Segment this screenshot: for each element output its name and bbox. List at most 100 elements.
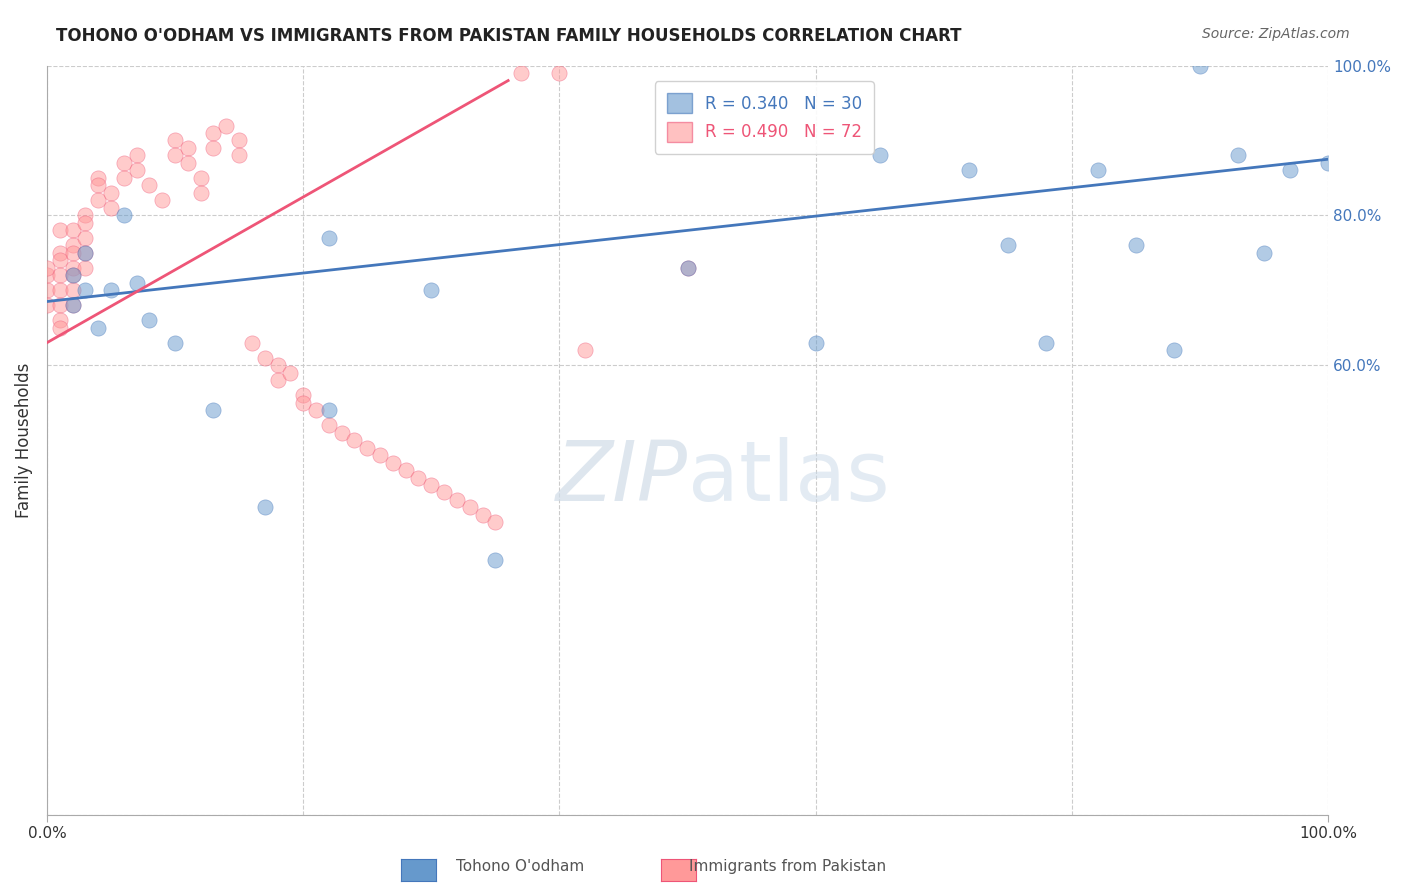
Point <box>446 493 468 508</box>
Point <box>1035 335 1057 350</box>
Point <box>395 463 418 477</box>
Point <box>228 148 250 162</box>
Point <box>100 283 122 297</box>
Point <box>510 66 533 80</box>
Point <box>75 245 97 260</box>
Point <box>48 283 70 297</box>
Point <box>75 208 97 222</box>
Point <box>190 170 212 185</box>
Point <box>62 268 84 283</box>
Point <box>35 268 58 283</box>
Point <box>292 395 315 409</box>
Point <box>138 313 160 327</box>
Point <box>163 335 186 350</box>
Point <box>548 66 571 80</box>
Point <box>125 163 148 178</box>
Point <box>420 283 443 297</box>
Point <box>35 260 58 275</box>
Point <box>215 119 238 133</box>
Point <box>112 170 135 185</box>
Point <box>484 516 506 530</box>
Legend: R = 0.340   N = 30, R = 0.490   N = 72: R = 0.340 N = 30, R = 0.490 N = 72 <box>655 81 873 153</box>
Point <box>343 433 366 447</box>
Point <box>62 223 84 237</box>
Point <box>318 418 340 433</box>
Point <box>318 231 340 245</box>
Point <box>62 298 84 312</box>
Point <box>48 253 70 268</box>
Point <box>62 283 84 297</box>
Point <box>202 141 225 155</box>
Point <box>48 320 70 334</box>
Point <box>75 245 97 260</box>
Point <box>869 148 891 162</box>
Point <box>163 148 186 162</box>
Point <box>112 208 135 222</box>
Point <box>266 373 288 387</box>
Point <box>253 351 276 365</box>
Point <box>62 298 84 312</box>
Point <box>48 313 70 327</box>
Point <box>240 335 263 350</box>
Point <box>190 186 212 200</box>
Text: atlas: atlas <box>688 437 889 518</box>
Point <box>471 508 494 522</box>
Point <box>1163 343 1185 358</box>
Point <box>356 441 378 455</box>
Point <box>433 485 456 500</box>
Text: Source: ZipAtlas.com: Source: ZipAtlas.com <box>1202 27 1350 41</box>
Point <box>75 216 97 230</box>
Y-axis label: Family Households: Family Households <box>15 362 32 517</box>
Point <box>100 186 122 200</box>
Point <box>62 260 84 275</box>
Point <box>87 320 110 334</box>
Point <box>87 194 110 208</box>
Point <box>1087 163 1109 178</box>
Point <box>1317 156 1340 170</box>
Point <box>48 245 70 260</box>
Point <box>62 268 84 283</box>
Point <box>35 283 58 297</box>
Point <box>318 403 340 417</box>
Point <box>202 403 225 417</box>
Point <box>997 238 1019 252</box>
Text: Tohono O'odham: Tohono O'odham <box>456 859 585 874</box>
Point <box>48 223 70 237</box>
Point <box>138 178 160 193</box>
Point <box>75 260 97 275</box>
Point <box>177 156 200 170</box>
Point <box>125 276 148 290</box>
Point <box>381 456 404 470</box>
Point <box>228 134 250 148</box>
Point <box>75 231 97 245</box>
Point <box>253 500 276 515</box>
Point <box>330 425 353 440</box>
Point <box>278 366 301 380</box>
Point <box>305 403 328 417</box>
Point <box>35 298 58 312</box>
Text: Immigrants from Pakistan: Immigrants from Pakistan <box>689 859 886 874</box>
Point <box>87 170 110 185</box>
Point <box>150 194 173 208</box>
Point <box>48 298 70 312</box>
Point <box>125 148 148 162</box>
Point <box>484 553 506 567</box>
Point <box>676 260 699 275</box>
Point <box>420 478 443 492</box>
Point <box>202 126 225 140</box>
Point <box>1253 245 1275 260</box>
Text: TOHONO O'ODHAM VS IMMIGRANTS FROM PAKISTAN FAMILY HOUSEHOLDS CORRELATION CHART: TOHONO O'ODHAM VS IMMIGRANTS FROM PAKIST… <box>56 27 962 45</box>
Text: ZIP: ZIP <box>555 437 688 518</box>
Point <box>87 178 110 193</box>
Point <box>957 163 980 178</box>
Point <box>100 201 122 215</box>
Point <box>408 470 430 484</box>
Point <box>177 141 200 155</box>
Point <box>62 245 84 260</box>
Point <box>62 238 84 252</box>
Point <box>1188 59 1211 73</box>
Point <box>574 343 596 358</box>
Point <box>1227 148 1250 162</box>
Point <box>368 448 391 462</box>
Point <box>804 335 827 350</box>
